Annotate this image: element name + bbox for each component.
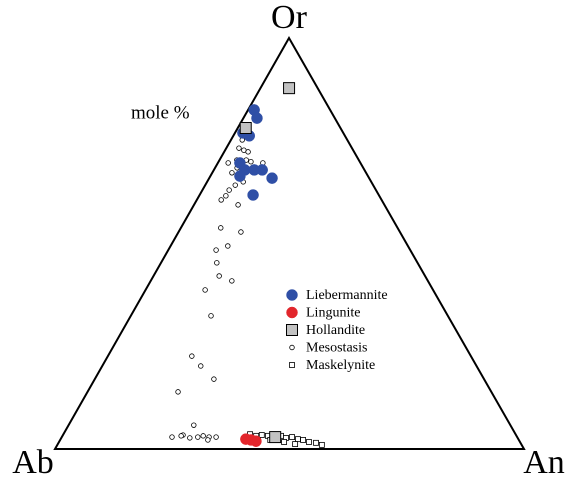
- point: [236, 145, 242, 151]
- point: [225, 243, 231, 249]
- point: [223, 193, 229, 199]
- point: [198, 363, 204, 369]
- point: [289, 434, 295, 440]
- point: [216, 273, 222, 279]
- legend-swatch: [286, 306, 298, 319]
- vertex-label-right: An: [523, 444, 565, 479]
- point: [318, 441, 325, 448]
- point: [213, 434, 219, 440]
- point: [229, 278, 235, 284]
- point: [214, 260, 220, 266]
- point: [300, 437, 306, 443]
- point: [205, 437, 211, 443]
- point: [225, 160, 231, 166]
- point: [235, 202, 241, 208]
- point: [248, 159, 254, 165]
- point: [256, 164, 268, 176]
- point: [175, 389, 181, 395]
- point: [226, 187, 232, 193]
- point: [234, 170, 246, 182]
- point: [187, 435, 193, 441]
- legend-label: Maskelynite: [306, 358, 375, 373]
- point: [292, 441, 299, 447]
- point: [247, 189, 259, 201]
- point: [239, 122, 252, 135]
- point: [195, 434, 201, 440]
- point: [208, 313, 214, 319]
- point: [213, 247, 219, 253]
- point: [218, 225, 224, 231]
- point: [283, 82, 296, 95]
- legend-label: Mesostasis: [306, 341, 367, 356]
- point: [218, 197, 224, 203]
- point: [266, 172, 278, 184]
- point: [269, 431, 282, 444]
- legend-label: Liebermannite: [306, 288, 388, 303]
- point: [245, 149, 251, 155]
- point: [295, 436, 301, 443]
- legend-swatch: [286, 324, 298, 336]
- point: [169, 434, 175, 440]
- point: [189, 353, 195, 359]
- point: [178, 433, 184, 439]
- legend-swatch: [286, 289, 298, 301]
- point: [211, 376, 217, 382]
- points: [169, 82, 325, 448]
- legend-swatch: [289, 362, 295, 368]
- vertex-label-left: Ab: [12, 444, 54, 479]
- triangle-frame: [53, 35, 526, 450]
- point: [191, 422, 197, 428]
- point: [313, 439, 319, 446]
- point: [229, 170, 235, 176]
- legend-swatch: [289, 344, 295, 351]
- vertex-label-top: Or: [271, 0, 308, 36]
- legend-label: Hollandite: [306, 323, 365, 338]
- point: [250, 435, 262, 447]
- point: [238, 229, 244, 235]
- point: [258, 432, 265, 438]
- point: [232, 182, 238, 188]
- legend-label: Lingunite: [306, 306, 360, 321]
- point: [306, 439, 312, 445]
- point: [200, 433, 206, 439]
- legend: Liebermannite Lingunite Hollandite Mesostas…: [286, 288, 388, 373]
- point: [202, 287, 208, 293]
- point: [251, 112, 263, 124]
- annotation: mole %: [131, 102, 190, 123]
- point: [281, 439, 287, 445]
- triangle: [53, 35, 526, 450]
